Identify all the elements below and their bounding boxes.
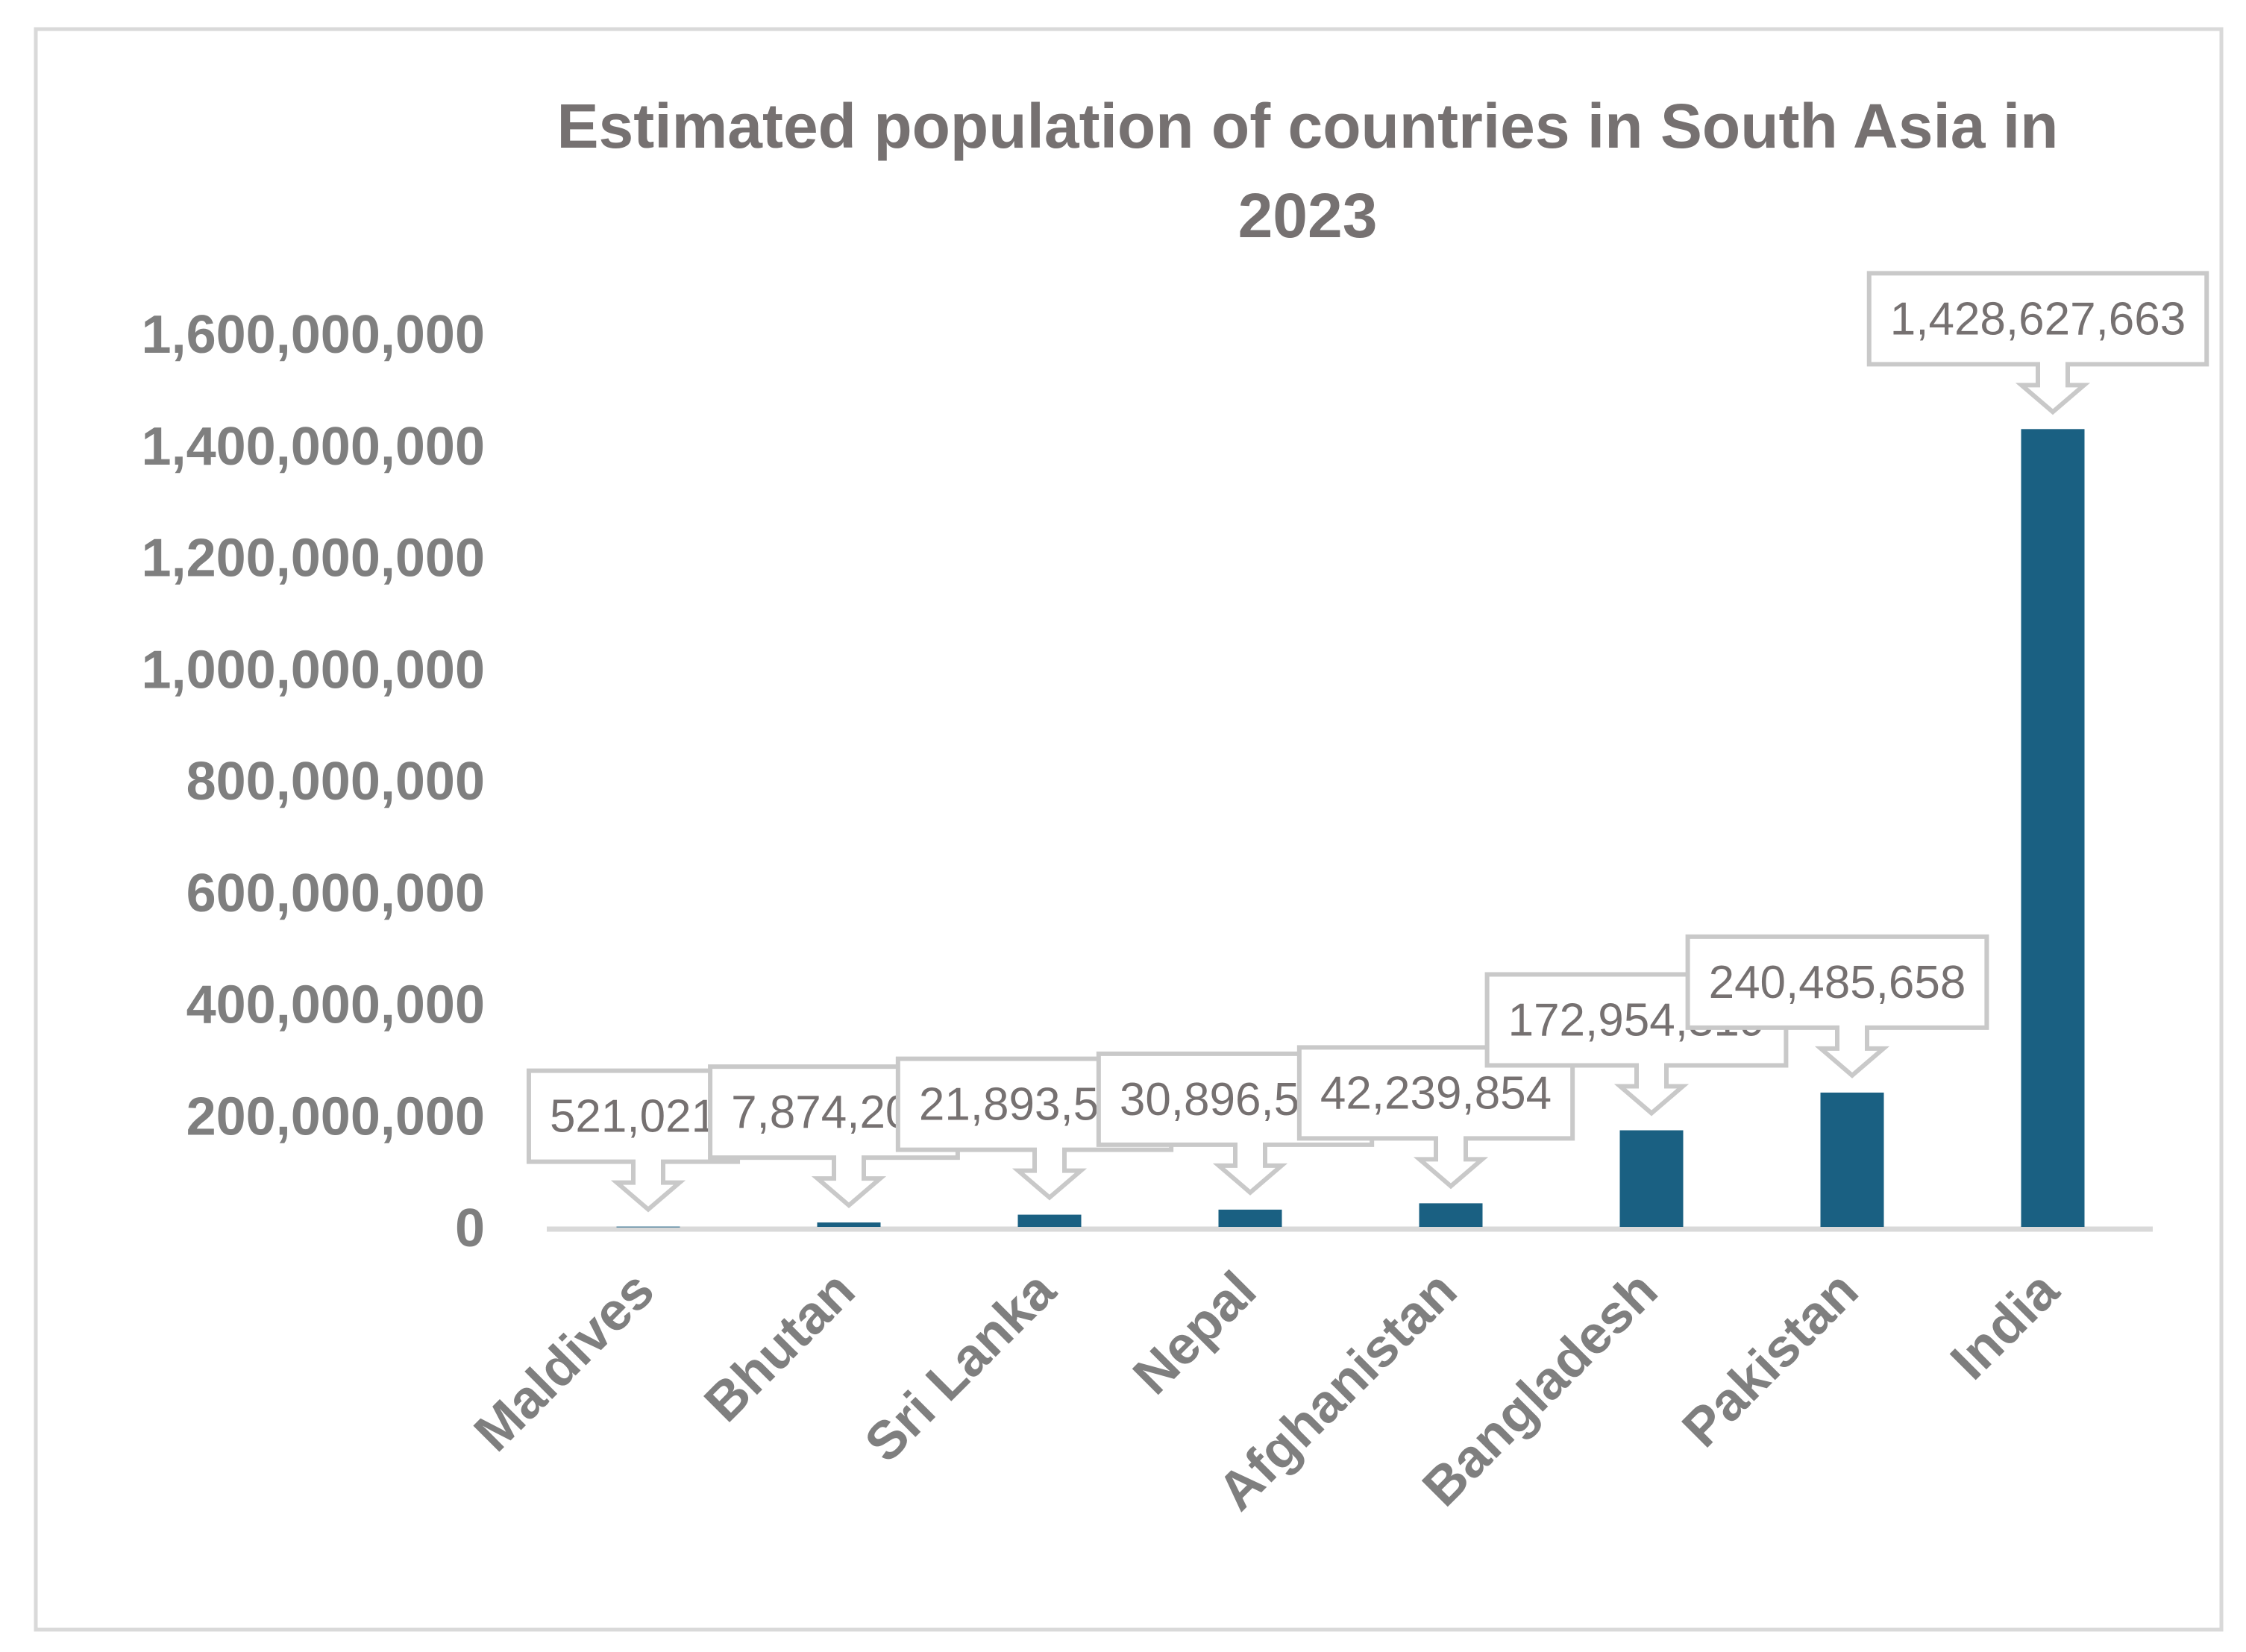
y-tick-label: 1,200,000,000 <box>142 529 485 588</box>
chart-title-line-2: 2023 <box>1238 180 1378 251</box>
data-label-callout: 42,239,854 <box>1296 1045 1575 1190</box>
bar-nepal <box>1218 1209 1282 1227</box>
y-axis-ticks: 0 200,000,000 400,000,000 600,000,000 800,00… <box>142 305 485 1258</box>
callout-shape <box>1685 934 1989 1078</box>
data-label: 521,021 <box>550 1091 717 1143</box>
data-label: 1,428,627,663 <box>1890 293 2186 345</box>
y-tick-label: 400,000,000 <box>186 976 485 1035</box>
callout-shape <box>1296 1045 1575 1190</box>
data-labels: 521,021 7,874,20021,893,57930,896,59042,2… <box>526 271 2209 1213</box>
data-label-callout: 1,428,627,663 <box>1866 271 2209 415</box>
data-label: 240,485,658 <box>1709 957 1966 1008</box>
y-tick-label: 1,600,000,000 <box>142 305 485 365</box>
data-label: 42,239,854 <box>1320 1067 1552 1119</box>
data-label-callout: 240,485,658 <box>1685 934 1989 1078</box>
y-tick-label: 600,000,000 <box>186 864 485 923</box>
data-label-callout: 521,021 <box>526 1068 741 1213</box>
bar-sri-lanka <box>1017 1214 1082 1227</box>
y-tick-label: 200,000,000 <box>186 1087 485 1146</box>
y-tick-label: 0 <box>455 1199 485 1258</box>
y-tick-label: 1,000,000,000 <box>142 640 485 700</box>
y-tick-label: 1,400,000,000 <box>142 417 485 477</box>
bar-pakistan <box>1820 1092 1884 1227</box>
chart-title-line-1: Estimated population of countries in Sou… <box>557 91 2059 161</box>
bar-bhutan <box>817 1222 881 1227</box>
bar-bangladesh <box>1619 1130 1684 1227</box>
callout-shape <box>1866 271 2209 415</box>
bar-maldives <box>616 1226 680 1228</box>
bars <box>616 429 2085 1228</box>
bar-afghanistan <box>1419 1203 1483 1227</box>
bar-india <box>2021 429 2085 1227</box>
y-tick-label: 800,000,000 <box>186 752 485 811</box>
chart-border <box>34 27 2224 1632</box>
